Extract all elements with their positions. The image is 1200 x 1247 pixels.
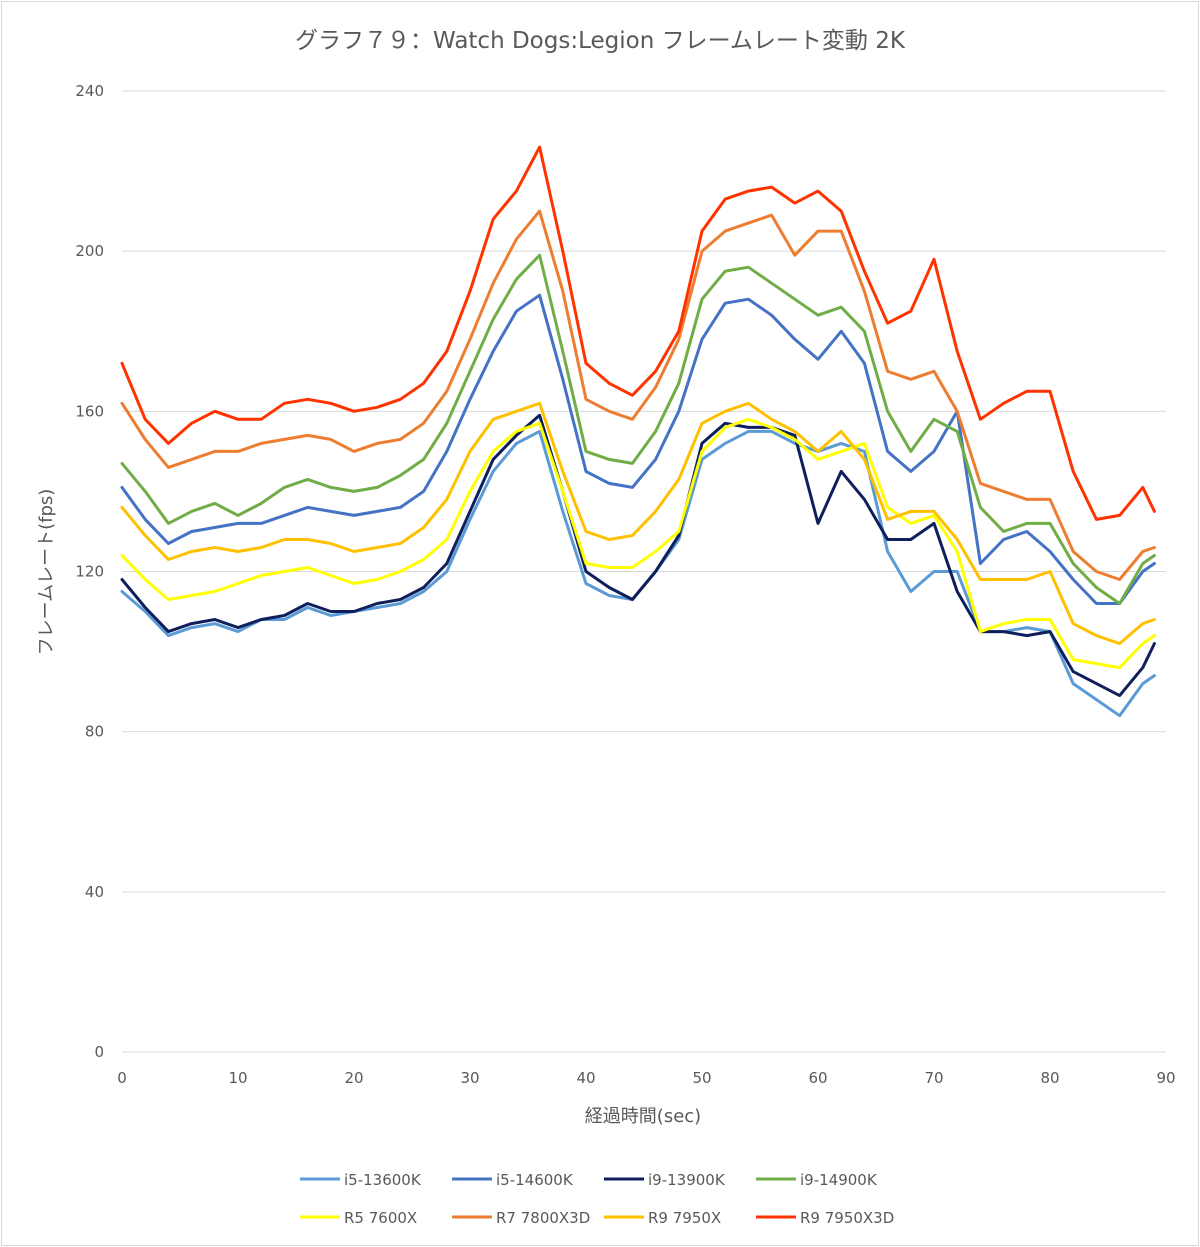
x-tick-label: 50 <box>692 1069 711 1087</box>
series-line-i9-14900K <box>120 253 1156 605</box>
y-tick-label: 240 <box>75 82 104 100</box>
legend-label: R5 7600X <box>344 1209 417 1227</box>
y-tick-label: 120 <box>75 563 104 581</box>
legend-item: i5-14600K <box>452 1171 574 1189</box>
legend-label: R9 7950X3D <box>800 1209 894 1227</box>
legend-label: i9-13900K <box>648 1171 726 1189</box>
x-tick-label: 20 <box>344 1069 363 1087</box>
x-tick-label: 30 <box>460 1069 479 1087</box>
series-line-R9 7950X <box>120 401 1156 646</box>
legend-label: i5-14600K <box>496 1171 574 1189</box>
series-line-i9-13900K <box>120 413 1156 698</box>
legend-item: i9-14900K <box>756 1171 878 1189</box>
legend-item: i9-13900K <box>604 1171 726 1189</box>
series-line-R7 7800X3D <box>120 209 1156 581</box>
x-axis-label: 経過時間(sec) <box>585 1106 701 1127</box>
legend-item: R9 7950X3D <box>756 1209 894 1227</box>
legend-item: i5-13600K <box>300 1171 422 1189</box>
x-tick-label: 70 <box>924 1069 943 1087</box>
y-tick-label: 0 <box>94 1043 104 1061</box>
legend-label: i9-14900K <box>800 1171 878 1189</box>
x-tick-label: 80 <box>1040 1069 1059 1087</box>
series-line-i5-14600K <box>120 293 1156 605</box>
x-tick-label: 10 <box>228 1069 247 1087</box>
legend-item: R7 7800X3D <box>452 1209 590 1227</box>
legend-label: i5-13600K <box>344 1171 422 1189</box>
y-axis-label: フレームレート(fps) <box>36 489 57 656</box>
series-lines <box>120 145 1156 718</box>
series-line-R5 7600X <box>120 417 1156 670</box>
x-tick-label: 0 <box>117 1069 127 1087</box>
legend-label: R7 7800X3D <box>496 1209 590 1227</box>
y-tick-label: 160 <box>75 402 104 420</box>
x-tick-label: 60 <box>808 1069 827 1087</box>
y-tick-labels: 0 40 80 120 160 200 240 <box>75 82 104 1061</box>
gridlines <box>122 90 1166 1053</box>
x-tick-label: 40 <box>576 1069 595 1087</box>
x-tick-labels: 0 10 20 30 40 50 60 70 80 90 <box>117 1069 1175 1087</box>
legend-label: R9 7950X <box>648 1209 721 1227</box>
y-tick-label: 40 <box>85 883 104 901</box>
legend-item: R9 7950X <box>604 1209 721 1227</box>
legend: i5-13600K i5-14600K i9-13900K i9-14900K R5 7… <box>300 1171 894 1227</box>
y-tick-label: 200 <box>75 242 104 260</box>
series-line-R9 7950X3D <box>120 145 1156 521</box>
x-tick-label: 90 <box>1156 1069 1175 1087</box>
chart-title: グラフ７９：Watch Dogs:Legion フレームレート変動 2K <box>295 28 906 54</box>
legend-item: R5 7600X <box>300 1209 417 1227</box>
y-tick-label: 80 <box>85 723 104 741</box>
